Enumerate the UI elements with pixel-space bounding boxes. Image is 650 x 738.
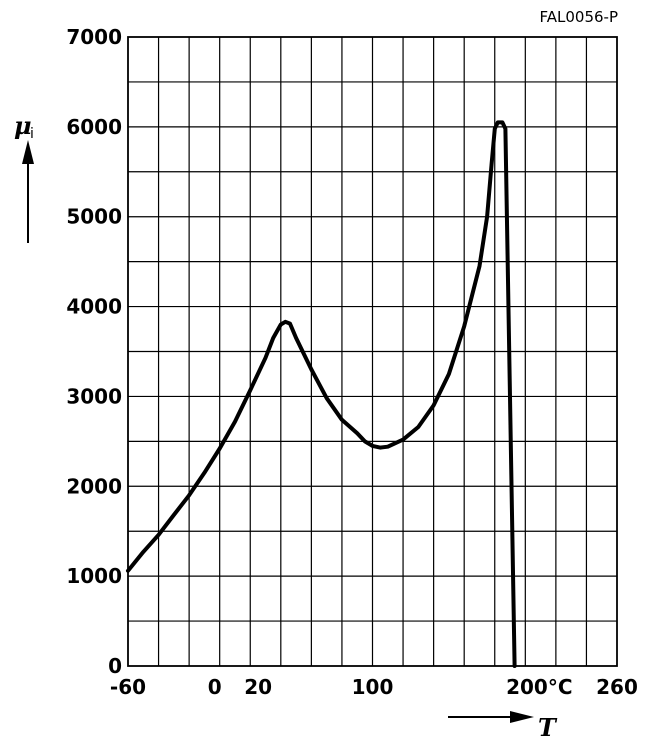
plot-frame [127, 36, 618, 667]
y-tick-label: 3000 [66, 384, 122, 408]
grid [128, 37, 617, 666]
plot-border [127, 36, 618, 667]
y-tick-label: 7000 [66, 25, 122, 49]
axis-arrows [22, 140, 534, 723]
y-tick-label: 4000 [66, 295, 122, 319]
y-tick-label: 1000 [66, 564, 122, 588]
figure-code: FAL0056-P [539, 8, 618, 26]
x-tick-label: 100 [352, 675, 394, 699]
y-tick-labels: 0 1000 2000 3000 4000 5000 6000 7000 [66, 25, 122, 678]
x-tick-label: -60 [110, 675, 146, 699]
y-tick-label: 2000 [66, 474, 122, 498]
y-axis-symbol: μ [14, 111, 32, 140]
x-tick-label: 0 [208, 675, 222, 699]
y-tick-label: 0 [108, 654, 122, 678]
x-tick-labels: -60 0 20 100 200°C 260 [110, 675, 638, 699]
x-tick-label: 260 [596, 675, 638, 699]
x-tick-label: 20 [244, 675, 272, 699]
series [126, 120, 517, 668]
y-axis-arrow-head [22, 140, 34, 164]
y-axis-subscript: i [30, 126, 34, 142]
x-axis-arrow-head [510, 711, 534, 723]
x-tick-label: 200°C [506, 675, 572, 699]
y-tick-label: 6000 [66, 115, 122, 139]
y-tick-label: 5000 [66, 205, 122, 229]
x-axis-label: T [538, 713, 558, 738]
permeability-curve [126, 120, 517, 668]
